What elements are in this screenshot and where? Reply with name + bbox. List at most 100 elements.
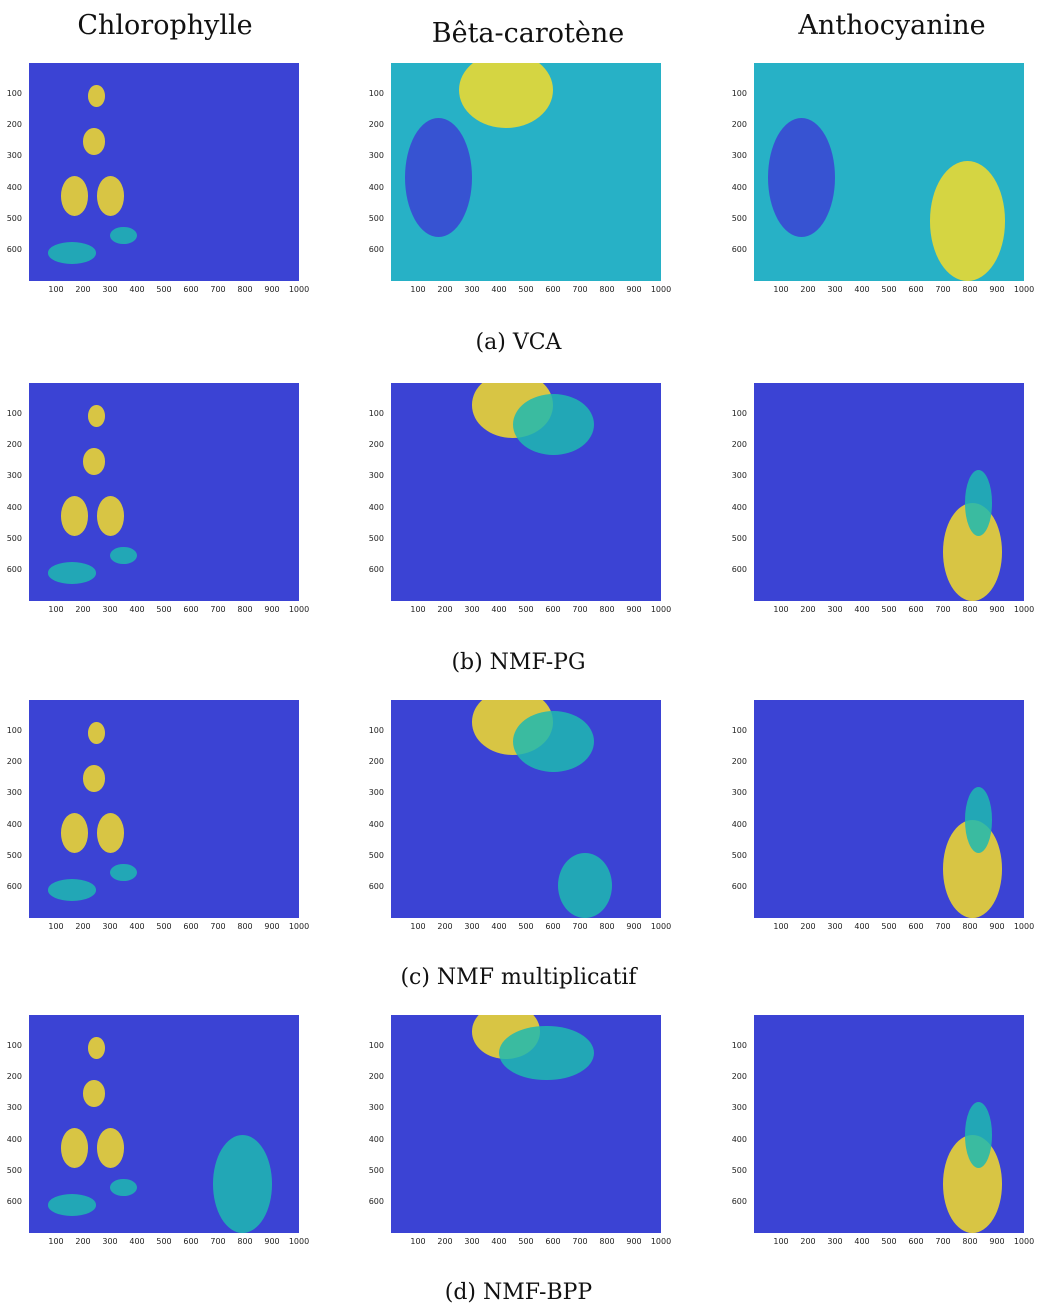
y-tick-label: 400 bbox=[368, 1134, 384, 1144]
y-tick-label: 100 bbox=[6, 89, 22, 99]
map-feature bbox=[458, 63, 553, 129]
x-tick-label: 700 bbox=[572, 1237, 588, 1246]
x-tick-label: 400 bbox=[854, 1237, 870, 1246]
x-tick-label: 300 bbox=[464, 285, 480, 294]
map-feature bbox=[110, 863, 137, 881]
map-feature bbox=[83, 765, 105, 792]
x-tick-label: 200 bbox=[75, 922, 91, 931]
x-tick-label: 600 bbox=[183, 605, 199, 614]
x-tick-label: 500 bbox=[881, 605, 897, 614]
x-tick-label: 500 bbox=[518, 605, 534, 614]
map-feature bbox=[47, 878, 97, 901]
abundance-map bbox=[29, 63, 299, 281]
x-tick-label: 300 bbox=[102, 1237, 118, 1246]
x-tick-label: 700 bbox=[572, 922, 588, 931]
y-tick-label: 400 bbox=[368, 182, 384, 192]
abundance-panel: 100 200 300 400 500 600 100 200 300 400 500 600 700 8… bbox=[725, 383, 1035, 623]
x-tick-label: 200 bbox=[800, 285, 816, 294]
map-feature bbox=[47, 561, 97, 584]
map-feature bbox=[96, 176, 124, 216]
abundance-map bbox=[754, 383, 1024, 601]
x-tick-label: 100 bbox=[410, 285, 426, 294]
map-feature bbox=[88, 404, 105, 427]
y-tick-label: 100 bbox=[368, 409, 384, 419]
abundance-map bbox=[754, 1015, 1024, 1233]
y-tick-label: 200 bbox=[6, 440, 22, 450]
map-feature bbox=[83, 448, 105, 475]
x-tick-label: 500 bbox=[156, 285, 172, 294]
x-tick-label: 900 bbox=[989, 922, 1005, 931]
x-tick-label: 700 bbox=[935, 605, 951, 614]
x-tick-label: 900 bbox=[989, 1237, 1005, 1246]
x-tick-label: 200 bbox=[800, 922, 816, 931]
map-feature bbox=[110, 1178, 137, 1196]
abundance-panel: 100 200 300 400 500 600 100 200 300 400 500 600 700 8… bbox=[362, 383, 672, 623]
map-feature bbox=[61, 176, 89, 216]
x-tick-label: 800 bbox=[962, 605, 978, 614]
column-title-anthocyanine: Anthocyanine bbox=[798, 10, 986, 41]
y-tick-label: 300 bbox=[6, 151, 22, 161]
caption-b: (b) NMF-PG bbox=[451, 650, 586, 675]
y-tick-label: 300 bbox=[368, 1103, 384, 1113]
y-tick-label: 500 bbox=[6, 1165, 22, 1175]
y-tick-label: 400 bbox=[731, 182, 747, 192]
abundance-map bbox=[754, 63, 1024, 281]
x-tick-label: 700 bbox=[572, 285, 588, 294]
x-tick-label: 300 bbox=[102, 605, 118, 614]
y-tick-label: 600 bbox=[731, 1196, 747, 1206]
caption-c: (c) NMF multiplicatif bbox=[400, 965, 637, 990]
y-tick-label: 500 bbox=[731, 1165, 747, 1175]
y-tick-label: 300 bbox=[6, 788, 22, 798]
y-tick-label: 500 bbox=[368, 213, 384, 223]
abundance-map bbox=[391, 700, 661, 918]
x-tick-label: 300 bbox=[827, 1237, 843, 1246]
x-tick-label: 400 bbox=[129, 605, 145, 614]
y-tick-label: 400 bbox=[731, 1134, 747, 1144]
y-tick-label: 200 bbox=[6, 120, 22, 130]
x-tick-label: 600 bbox=[908, 1237, 924, 1246]
x-tick-label: 700 bbox=[935, 922, 951, 931]
x-tick-label: 100 bbox=[48, 285, 64, 294]
y-tick-label: 400 bbox=[6, 182, 22, 192]
x-tick-label: 500 bbox=[881, 1237, 897, 1246]
x-tick-label: 1000 bbox=[288, 285, 310, 294]
x-tick-label: 300 bbox=[464, 922, 480, 931]
x-tick-label: 400 bbox=[129, 922, 145, 931]
x-tick-label: 200 bbox=[75, 605, 91, 614]
x-tick-label: 400 bbox=[854, 922, 870, 931]
map-feature bbox=[96, 813, 124, 853]
x-tick-label: 800 bbox=[237, 285, 253, 294]
x-tick-label: 900 bbox=[989, 285, 1005, 294]
y-tick-label: 500 bbox=[6, 850, 22, 860]
map-feature bbox=[767, 117, 835, 238]
x-tick-label: 1000 bbox=[1013, 922, 1035, 931]
x-tick-label: 700 bbox=[210, 922, 226, 931]
x-tick-label: 600 bbox=[908, 285, 924, 294]
x-tick-label: 400 bbox=[491, 1237, 507, 1246]
x-tick-label: 900 bbox=[626, 605, 642, 614]
x-tick-label: 300 bbox=[827, 285, 843, 294]
x-tick-label: 800 bbox=[962, 922, 978, 931]
y-tick-label: 600 bbox=[368, 881, 384, 891]
x-tick-label: 100 bbox=[773, 922, 789, 931]
x-tick-label: 900 bbox=[264, 922, 280, 931]
y-tick-label: 300 bbox=[731, 471, 747, 481]
map-feature bbox=[88, 84, 105, 107]
x-tick-label: 200 bbox=[437, 285, 453, 294]
x-tick-label: 600 bbox=[183, 922, 199, 931]
y-tick-label: 300 bbox=[368, 788, 384, 798]
y-tick-label: 400 bbox=[368, 502, 384, 512]
x-tick-label: 900 bbox=[626, 1237, 642, 1246]
x-tick-label: 100 bbox=[773, 605, 789, 614]
abundance-panel: 100 200 300 400 500 600 100 200 300 400 500 600 700 8… bbox=[362, 700, 672, 940]
map-feature bbox=[110, 226, 137, 244]
y-tick-label: 300 bbox=[6, 1103, 22, 1113]
abundance-panel: 100 200 300 400 500 600 100 200 300 400 500 600 700 8… bbox=[725, 63, 1035, 303]
y-tick-label: 200 bbox=[731, 757, 747, 767]
y-tick-label: 200 bbox=[368, 1072, 384, 1082]
x-tick-label: 800 bbox=[237, 922, 253, 931]
y-tick-label: 500 bbox=[368, 533, 384, 543]
abundance-map bbox=[391, 1015, 661, 1233]
x-tick-label: 500 bbox=[156, 605, 172, 614]
y-tick-label: 400 bbox=[6, 819, 22, 829]
